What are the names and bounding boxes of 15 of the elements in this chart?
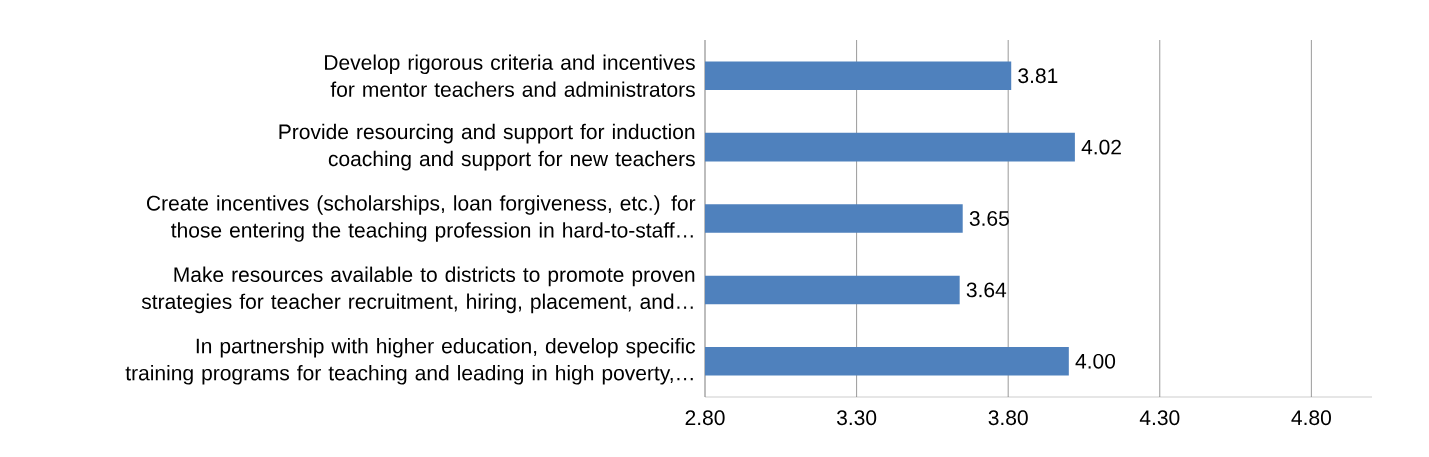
data-label: 3.64: [966, 282, 1007, 298]
data-label: 3.65: [969, 211, 1009, 226]
data-label: 4.02: [1081, 139, 1121, 155]
y-tick-label: Provide resourcing and support for induction coaching and support for new teachers: [279, 123, 695, 171]
y-tick-label: Make resources available to districts to promote proven strategies for teacher recruitment, hiring, placement, and…: [141, 266, 695, 314]
data-label: 4.00: [1075, 353, 1116, 369]
data-label: 3.81: [1018, 68, 1058, 84]
x-tick-label: 2.80: [685, 410, 725, 426]
y-tick-label: In partnership with higher education, develop specific training programs for teaching and leading in high poverty,…: [125, 338, 696, 385]
x-tick-label: 3.80: [988, 410, 1028, 426]
y-tick-label: Develop rigorous criteria and incentives for mentor teachers and administrators: [325, 54, 695, 97]
x-tick-label: 3.30: [836, 410, 877, 426]
x-tick-label: 4.30: [1139, 410, 1180, 426]
x-tick-label: 4.80: [1291, 410, 1331, 426]
y-tick-label: Create incentives (scholarships, loan forgiveness, etc.) for those entering the teaching profession in hard-to-staff…: [147, 195, 696, 242]
